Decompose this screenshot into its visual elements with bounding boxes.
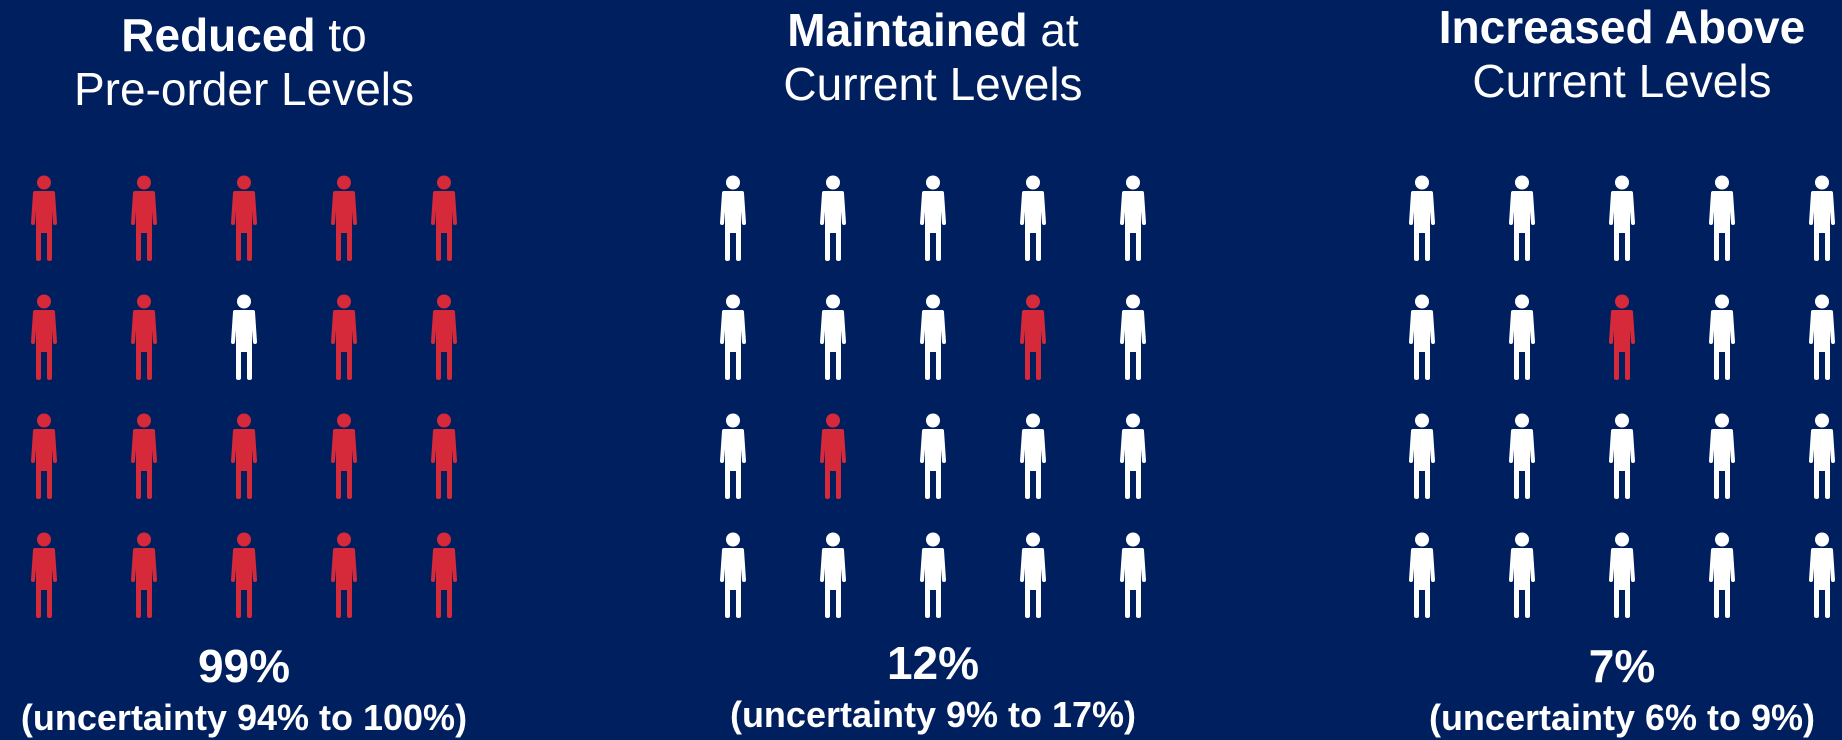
person-icon-highlighted bbox=[429, 413, 459, 499]
panel-heading: Increased Above Current Levels bbox=[1362, 0, 1842, 108]
person-icon bbox=[918, 413, 948, 499]
heading-line2: Pre-order Levels bbox=[73, 63, 415, 115]
person-icon bbox=[1807, 175, 1837, 261]
person-icon-highlighted bbox=[129, 413, 159, 499]
person-icon bbox=[718, 294, 748, 380]
person-icon bbox=[718, 532, 748, 618]
person-icon-highlighted bbox=[29, 413, 59, 499]
people-grid bbox=[1362, 175, 1842, 625]
person-icon-highlighted bbox=[229, 532, 259, 618]
people-grid bbox=[0, 175, 504, 625]
person-icon bbox=[1507, 175, 1537, 261]
person-icon-highlighted bbox=[429, 532, 459, 618]
person-icon bbox=[1118, 294, 1148, 380]
percent-value: 99% bbox=[197, 640, 291, 692]
panel-increased: Increased Above Current Levels 7% (uncer… bbox=[1362, 0, 1842, 740]
person-icon bbox=[1507, 532, 1537, 618]
person-icon-highlighted bbox=[429, 175, 459, 261]
uncertainty-range: (uncertainty 94% to 100%) bbox=[20, 697, 468, 738]
percent-value: 12% bbox=[886, 637, 980, 689]
panel-maintained: Maintained at Current Levels 12% (uncert… bbox=[673, 0, 1193, 740]
person-icon bbox=[818, 175, 848, 261]
heading-bold: Reduced bbox=[121, 9, 316, 61]
person-icon bbox=[1707, 175, 1737, 261]
person-icon bbox=[1707, 413, 1737, 499]
person-icon-highlighted bbox=[429, 294, 459, 380]
person-icon bbox=[718, 175, 748, 261]
percent-value: 7% bbox=[1588, 640, 1656, 692]
person-icon bbox=[1807, 532, 1837, 618]
heading-rest: at bbox=[1027, 4, 1079, 56]
person-icon bbox=[818, 294, 848, 380]
person-icon-highlighted bbox=[229, 413, 259, 499]
person-icon bbox=[818, 532, 848, 618]
person-icon-highlighted bbox=[29, 294, 59, 380]
person-icon-highlighted bbox=[329, 175, 359, 261]
people-grid bbox=[673, 175, 1193, 625]
person-icon bbox=[1607, 532, 1637, 618]
person-icon-highlighted bbox=[1018, 294, 1048, 380]
person-icon bbox=[1018, 413, 1048, 499]
person-icon bbox=[1118, 532, 1148, 618]
person-icon-highlighted bbox=[129, 175, 159, 261]
person-icon-highlighted bbox=[329, 532, 359, 618]
heading-bold: Increased Above bbox=[1438, 1, 1806, 53]
person-icon-highlighted bbox=[29, 175, 59, 261]
person-icon bbox=[1507, 294, 1537, 380]
panel-heading: Reduced to Pre-order Levels bbox=[0, 8, 504, 116]
panel-reduced: Reduced to Pre-order Levels 99% (uncerta… bbox=[0, 0, 504, 740]
person-icon bbox=[1018, 175, 1048, 261]
person-icon bbox=[918, 532, 948, 618]
person-icon bbox=[1407, 294, 1437, 380]
person-icon bbox=[1507, 413, 1537, 499]
heading-rest: to bbox=[315, 9, 367, 61]
person-icon-highlighted bbox=[329, 413, 359, 499]
person-icon-highlighted bbox=[229, 175, 259, 261]
person-icon bbox=[718, 413, 748, 499]
person-icon bbox=[1707, 294, 1737, 380]
person-icon-highlighted bbox=[329, 294, 359, 380]
heading-line2: Current Levels bbox=[1472, 55, 1772, 107]
person-icon-highlighted bbox=[129, 532, 159, 618]
person-icon bbox=[1607, 413, 1637, 499]
panel-heading: Maintained at Current Levels bbox=[673, 3, 1193, 111]
uncertainty-range: (uncertainty 6% to 9%) bbox=[1428, 697, 1816, 738]
person-icon bbox=[229, 294, 259, 380]
person-icon-highlighted bbox=[818, 413, 848, 499]
person-icon bbox=[1607, 175, 1637, 261]
person-icon bbox=[1807, 413, 1837, 499]
person-icon bbox=[1018, 532, 1048, 618]
person-icon-highlighted bbox=[29, 532, 59, 618]
person-icon bbox=[918, 294, 948, 380]
uncertainty-range: (uncertainty 9% to 17%) bbox=[729, 694, 1137, 735]
person-icon bbox=[1118, 175, 1148, 261]
person-icon bbox=[1407, 532, 1437, 618]
person-icon bbox=[1407, 413, 1437, 499]
person-icon bbox=[1807, 294, 1837, 380]
person-icon-highlighted bbox=[129, 294, 159, 380]
person-icon bbox=[1707, 532, 1737, 618]
person-icon bbox=[1118, 413, 1148, 499]
person-icon-highlighted bbox=[1607, 294, 1637, 380]
person-icon bbox=[1407, 175, 1437, 261]
heading-bold: Maintained bbox=[787, 4, 1028, 56]
person-icon bbox=[918, 175, 948, 261]
heading-line2: Current Levels bbox=[783, 58, 1083, 110]
